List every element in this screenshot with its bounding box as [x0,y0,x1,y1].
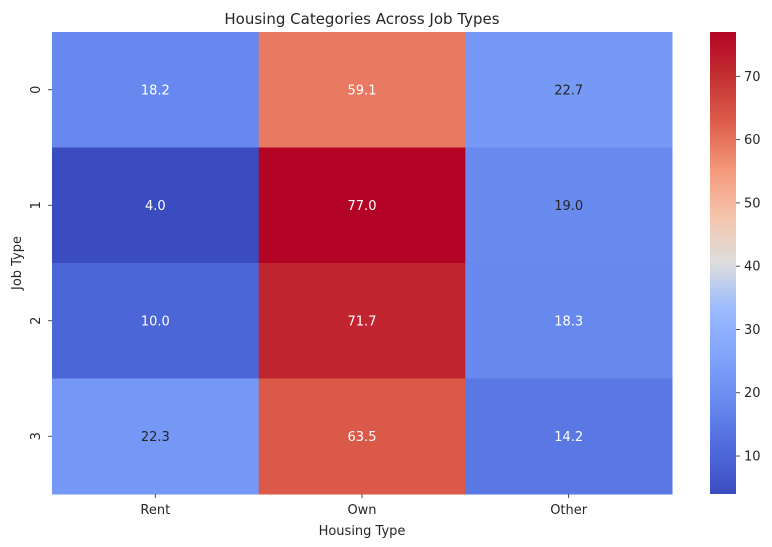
colorbar [710,32,736,494]
colorbar-tick-label: 20 [744,386,761,401]
cell-value-label: 22.7 [554,83,583,98]
x-axis-label: Housing Type [319,524,406,539]
colorbar-tick-label: 70 [744,70,761,85]
cell-value-label: 77.0 [348,199,377,214]
heatmap-cell [52,378,260,495]
x-tick-label: Own [347,503,376,518]
cell-value-label: 4.0 [145,199,166,214]
cell-value-label: 18.2 [141,83,170,98]
cell-value-label: 59.1 [348,83,377,98]
heatmap-cell [52,32,260,148]
heatmap-cell [258,263,466,379]
x-tick-label: Rent [140,503,170,518]
cell-value-label: 71.7 [348,314,377,329]
heatmap-cells: 18.2 59.1 22.7 4.0 77.0 19.0 10.0 71.7 18.3 22.3 6… [52,32,673,495]
colorbar-tick-label: 40 [744,260,761,275]
colorbar-tick-label: 30 [744,323,761,338]
cell-value-label: 63.5 [348,430,377,445]
heatmap-cell [465,32,673,148]
y-tick-label: 0 [29,86,44,94]
cell-value-label: 19.0 [554,199,583,214]
heatmap-cell [465,147,673,264]
chart-title: Housing Categories Across Job Types [224,10,499,28]
y-tick-label: 3 [29,432,44,440]
cell-value-label: 14.2 [554,430,583,445]
heatmap-cell [465,378,673,495]
colorbar-gradient [710,32,736,494]
heatmap-cell [258,32,466,148]
x-axis-ticks: Rent Own Other [140,494,588,518]
heatmap-cell [258,378,466,495]
cell-value-label: 22.3 [141,430,170,445]
x-tick-label: Other [550,503,588,518]
y-tick-label: 2 [29,317,44,325]
colorbar-tick-label: 10 [744,450,761,465]
y-axis-label: Job Type [10,236,25,291]
cell-value-label: 10.0 [141,314,170,329]
colorbar-tick-label: 50 [744,196,761,211]
heatmap-cell [52,147,260,264]
y-axis-ticks: 0 1 2 3 [29,86,52,440]
cell-value-label: 18.3 [554,314,583,329]
colorbar-ticks: 10 20 30 40 50 60 70 [736,70,761,465]
heatmap-cell [465,263,673,379]
heatmap-cell [258,147,466,264]
colorbar-tick-label: 60 [744,133,761,148]
y-tick-label: 1 [29,201,44,209]
heatmap-cell [52,263,260,379]
